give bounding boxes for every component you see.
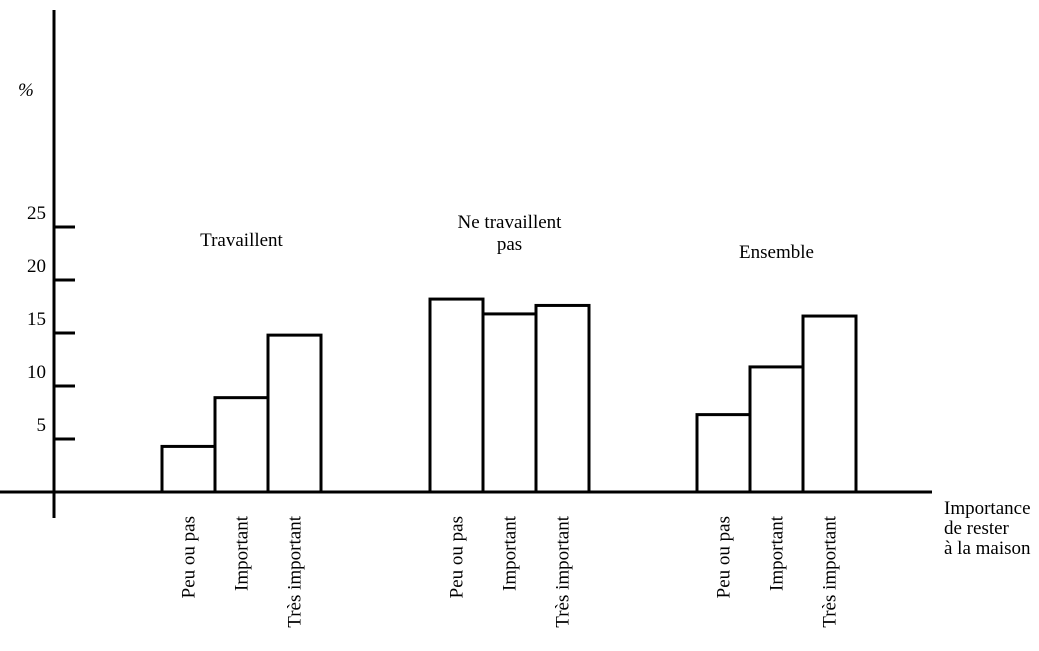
x-axis-title-line-2: de rester [944, 518, 1009, 539]
bar [534, 303, 591, 494]
y-tick-label: 20 [27, 256, 46, 277]
y-tick-label: 5 [37, 415, 47, 436]
category-label: Peu ou pas [179, 516, 200, 598]
group-label: Ensemble [739, 242, 814, 263]
y-tick-label: 10 [27, 362, 46, 383]
bar [213, 396, 270, 494]
y-tick-label: 15 [27, 309, 46, 330]
bar [266, 333, 323, 494]
category-label: Important [232, 515, 253, 591]
bar [801, 314, 858, 494]
category-labels: Peu ou pas Important Très important Peu ou … [179, 515, 841, 627]
y-unit-label: % [18, 80, 34, 101]
bar [748, 365, 805, 494]
x-axis-title-line-3: à la maison [944, 538, 1031, 559]
category-label: Important [767, 515, 788, 591]
category-label: Important [500, 515, 521, 591]
category-label: Peu ou pas [447, 516, 468, 598]
category-label: Très important [285, 515, 306, 627]
group-label: Travaillent [200, 230, 283, 251]
group-label: pas [497, 234, 522, 255]
bar [428, 297, 485, 494]
bar [160, 444, 217, 494]
bars [160, 297, 858, 494]
category-label: Très important [553, 515, 574, 627]
y-tick-label: 25 [27, 203, 46, 224]
y-ticks: 5 10 15 20 25 [27, 203, 75, 441]
x-axis-title-line-1: Importance [944, 498, 1031, 519]
x-axis-title: Importance de rester à la maison [944, 499, 1031, 559]
category-label: Peu ou pas [714, 516, 735, 598]
group-label: Ne travaillent [458, 212, 563, 233]
category-label: Très important [820, 515, 841, 627]
bar [695, 413, 752, 494]
bar [481, 312, 538, 494]
